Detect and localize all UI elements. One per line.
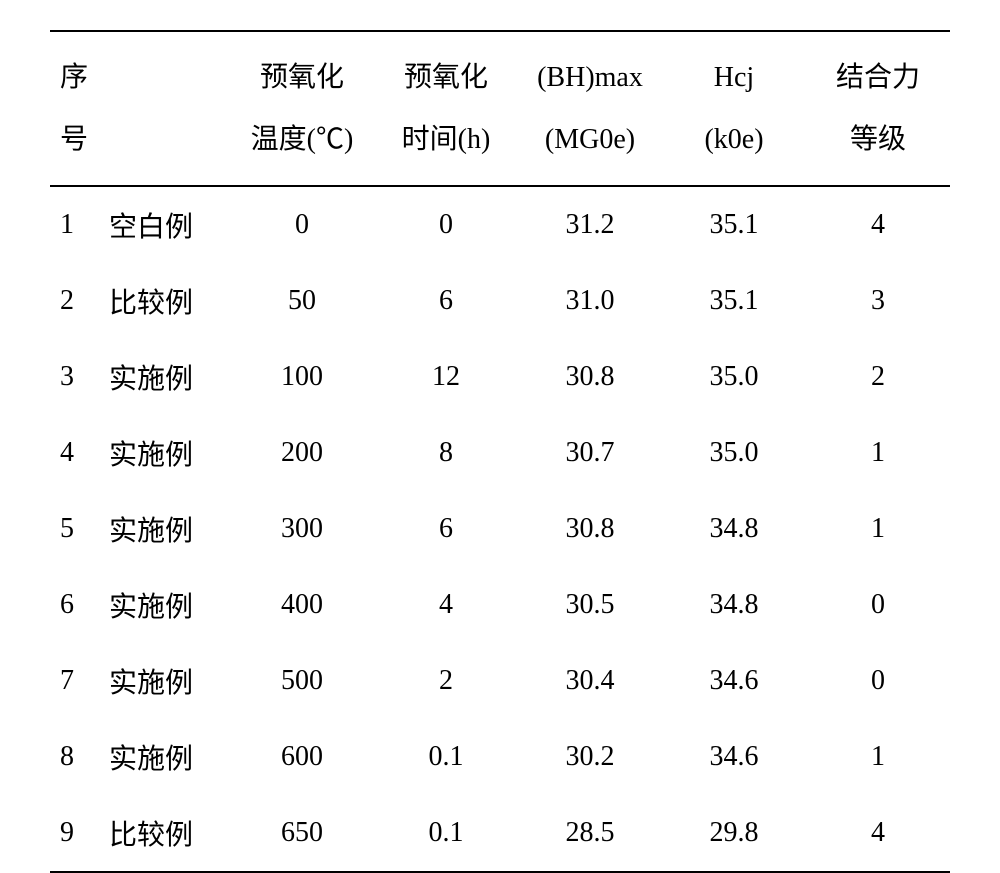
cell-seq: 8 xyxy=(50,719,104,795)
cell-temp: 500 xyxy=(230,643,374,719)
col-header-temp: 预氧化 温度(℃) xyxy=(230,31,374,186)
cell-bhmax: 30.4 xyxy=(518,643,662,719)
cell-time: 4 xyxy=(374,567,518,643)
table-row: 2 比较例 50 6 31.0 35.1 3 xyxy=(50,263,950,339)
col-header-hcj: Hcj (k0e) xyxy=(662,31,806,186)
cell-seq: 2 xyxy=(50,263,104,339)
table-row: 6 实施例 400 4 30.5 34.8 0 xyxy=(50,567,950,643)
cell-time: 0 xyxy=(374,186,518,263)
cell-seq: 4 xyxy=(50,415,104,491)
col-header-temp-line1: 预氧化 xyxy=(260,62,344,93)
cell-type: 比较例 xyxy=(104,795,230,872)
cell-temp: 100 xyxy=(230,339,374,415)
table-header-row: 序 号 预氧化 温度(℃) 预氧化 时间(h) (BH)max (MG0e) H… xyxy=(50,31,950,186)
cell-bond: 1 xyxy=(806,415,950,491)
cell-bond: 4 xyxy=(806,186,950,263)
cell-bond: 1 xyxy=(806,719,950,795)
col-header-hcj-line1: Hcj xyxy=(714,62,754,93)
col-header-time: 预氧化 时间(h) xyxy=(374,31,518,186)
col-header-bond: 结合力 等级 xyxy=(806,31,950,186)
cell-bhmax: 31.2 xyxy=(518,186,662,263)
cell-bhmax: 28.5 xyxy=(518,795,662,872)
cell-bhmax: 30.8 xyxy=(518,339,662,415)
col-header-seq-line2: 号 xyxy=(60,124,88,155)
cell-bhmax: 30.2 xyxy=(518,719,662,795)
table-row: 7 实施例 500 2 30.4 34.6 0 xyxy=(50,643,950,719)
cell-bhmax: 31.0 xyxy=(518,263,662,339)
table-row: 4 实施例 200 8 30.7 35.0 1 xyxy=(50,415,950,491)
cell-temp: 0 xyxy=(230,186,374,263)
cell-seq: 1 xyxy=(50,186,104,263)
cell-type: 实施例 xyxy=(104,415,230,491)
col-header-bhmax: (BH)max (MG0e) xyxy=(518,31,662,186)
cell-seq: 3 xyxy=(50,339,104,415)
col-header-temp-line2: 温度(℃) xyxy=(251,124,354,155)
cell-type: 实施例 xyxy=(104,491,230,567)
cell-bond: 1 xyxy=(806,491,950,567)
cell-type: 实施例 xyxy=(104,719,230,795)
cell-hcj: 34.6 xyxy=(662,643,806,719)
cell-time: 8 xyxy=(374,415,518,491)
cell-time: 0.1 xyxy=(374,719,518,795)
cell-seq: 9 xyxy=(50,795,104,872)
table-row: 3 实施例 100 12 30.8 35.0 2 xyxy=(50,339,950,415)
cell-hcj: 34.8 xyxy=(662,567,806,643)
cell-bhmax: 30.7 xyxy=(518,415,662,491)
table-body: 1 空白例 0 0 31.2 35.1 4 2 比较例 50 6 31.0 35… xyxy=(50,186,950,872)
cell-hcj: 34.8 xyxy=(662,491,806,567)
cell-temp: 50 xyxy=(230,263,374,339)
cell-time: 6 xyxy=(374,491,518,567)
col-header-bond-line2: 等级 xyxy=(850,124,906,155)
cell-bond: 0 xyxy=(806,643,950,719)
col-header-time-line2: 时间(h) xyxy=(402,124,491,155)
cell-bhmax: 30.8 xyxy=(518,491,662,567)
table-row: 9 比较例 650 0.1 28.5 29.8 4 xyxy=(50,795,950,872)
cell-hcj: 29.8 xyxy=(662,795,806,872)
cell-time: 6 xyxy=(374,263,518,339)
cell-hcj: 34.6 xyxy=(662,719,806,795)
cell-temp: 200 xyxy=(230,415,374,491)
cell-seq: 6 xyxy=(50,567,104,643)
cell-type: 实施例 xyxy=(104,643,230,719)
data-table: 序 号 预氧化 温度(℃) 预氧化 时间(h) (BH)max (MG0e) H… xyxy=(50,30,950,873)
cell-seq: 7 xyxy=(50,643,104,719)
col-header-bhmax-line1: (BH)max xyxy=(537,62,643,93)
cell-time: 12 xyxy=(374,339,518,415)
cell-type: 实施例 xyxy=(104,339,230,415)
col-header-time-line1: 预氧化 xyxy=(404,62,488,93)
cell-temp: 300 xyxy=(230,491,374,567)
cell-bond: 0 xyxy=(806,567,950,643)
col-header-bond-line1: 结合力 xyxy=(836,62,920,93)
col-header-hcj-line2: (k0e) xyxy=(704,124,763,155)
col-header-bhmax-line2: (MG0e) xyxy=(545,124,635,155)
col-header-seq: 序 号 xyxy=(50,31,104,186)
cell-temp: 600 xyxy=(230,719,374,795)
table-row: 8 实施例 600 0.1 30.2 34.6 1 xyxy=(50,719,950,795)
cell-bond: 2 xyxy=(806,339,950,415)
cell-time: 0.1 xyxy=(374,795,518,872)
cell-type: 空白例 xyxy=(104,186,230,263)
cell-seq: 5 xyxy=(50,491,104,567)
cell-temp: 400 xyxy=(230,567,374,643)
col-header-type xyxy=(104,31,230,186)
cell-hcj: 35.1 xyxy=(662,263,806,339)
table-row: 5 实施例 300 6 30.8 34.8 1 xyxy=(50,491,950,567)
cell-temp: 650 xyxy=(230,795,374,872)
cell-bhmax: 30.5 xyxy=(518,567,662,643)
cell-bond: 3 xyxy=(806,263,950,339)
cell-hcj: 35.1 xyxy=(662,186,806,263)
cell-time: 2 xyxy=(374,643,518,719)
cell-type: 实施例 xyxy=(104,567,230,643)
table-row: 1 空白例 0 0 31.2 35.1 4 xyxy=(50,186,950,263)
cell-bond: 4 xyxy=(806,795,950,872)
cell-hcj: 35.0 xyxy=(662,339,806,415)
col-header-seq-line1: 序 xyxy=(60,62,88,93)
cell-type: 比较例 xyxy=(104,263,230,339)
cell-hcj: 35.0 xyxy=(662,415,806,491)
